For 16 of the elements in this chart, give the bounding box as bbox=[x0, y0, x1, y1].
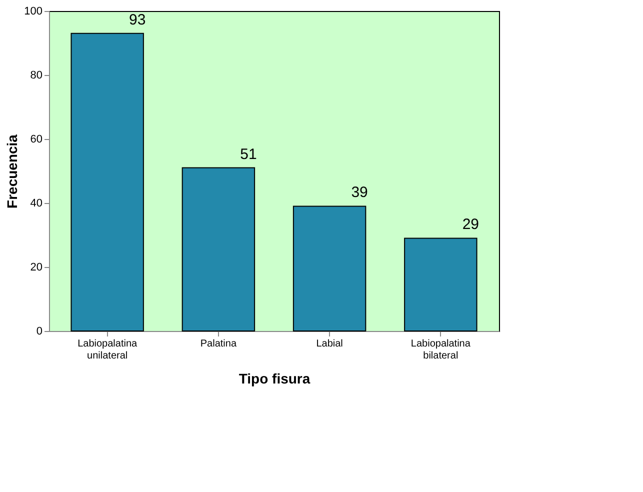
x-tick-label: Labial bbox=[316, 338, 343, 350]
x-axis-title: Tipo fisura bbox=[238, 370, 310, 386]
y-tick-label: 20 bbox=[30, 262, 42, 274]
x-tick-label: Palatina bbox=[200, 338, 237, 350]
x-tick-label: Labiopalatina bilateral bbox=[410, 338, 471, 362]
y-tick-label: 0 bbox=[36, 326, 42, 338]
y-tick-label: 60 bbox=[30, 134, 42, 146]
y-tick-label: 40 bbox=[30, 198, 42, 210]
y-tick-label: 100 bbox=[24, 6, 42, 18]
x-tick-label: Labiopalatina unilateral bbox=[78, 338, 138, 362]
y-axis-title: Frecuencia bbox=[4, 134, 20, 208]
data-label: 51 bbox=[240, 146, 257, 163]
data-label: 39 bbox=[351, 184, 368, 202]
data-label: 93 bbox=[128, 11, 146, 28]
data-label: 29 bbox=[462, 216, 480, 234]
y-tick-label: 80 bbox=[30, 70, 42, 82]
